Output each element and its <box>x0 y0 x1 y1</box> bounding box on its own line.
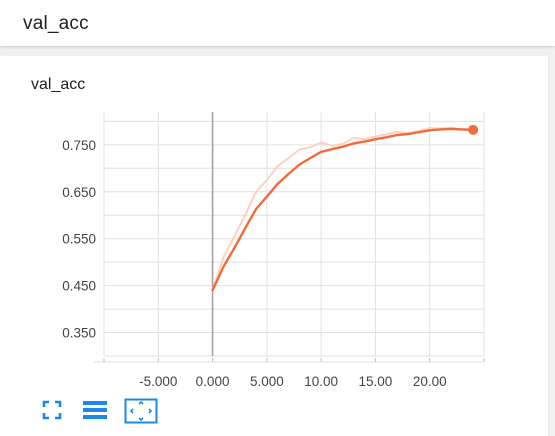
series-endpoint-marker <box>468 124 479 135</box>
page-title: val_acc <box>23 13 89 34</box>
y-tick-label: 0.350 <box>62 326 96 341</box>
toggle-legend-button[interactable] <box>82 398 108 427</box>
fullscreen-icon <box>42 400 62 420</box>
x-tick-label: 15.00 <box>359 374 393 389</box>
y-tick-label: 0.450 <box>62 279 96 294</box>
x-tick-label: 10.00 <box>304 374 338 389</box>
x-tick-label: -5.000 <box>139 374 177 389</box>
fullscreen-button[interactable] <box>40 398 64 427</box>
list-icon <box>83 401 107 419</box>
run-header: val_acc <box>0 0 555 46</box>
line-chart[interactable]: 0.350 0.450 0.550 0.650 0.750 -5.000 0.000 5.00… <box>0 56 548 436</box>
y-tick-label: 0.650 <box>62 185 96 200</box>
chart-card: val_acc 0.350 0.450 0.550 0.650 0.750 -5.000 0… <box>0 56 548 436</box>
x-tick-label: 20.00 <box>413 374 447 389</box>
axis-layer <box>94 112 485 363</box>
smoothed-series-line <box>211 127 475 292</box>
y-tick-label: 0.550 <box>62 232 96 247</box>
x-tick-label: 5.000 <box>250 374 284 389</box>
x-tick-label: 0.000 <box>196 374 230 389</box>
series-layer <box>211 124 479 292</box>
grid-layer <box>103 112 485 357</box>
raw-series-line <box>211 126 475 292</box>
fit-domain-button[interactable] <box>124 398 158 429</box>
y-tick-label: 0.750 <box>62 138 96 153</box>
label-layer: 0.350 0.450 0.550 0.650 0.750 -5.000 0.000 5.00… <box>62 138 446 389</box>
chart-title: val_acc <box>31 76 86 93</box>
fit-domain-icon <box>124 398 158 424</box>
